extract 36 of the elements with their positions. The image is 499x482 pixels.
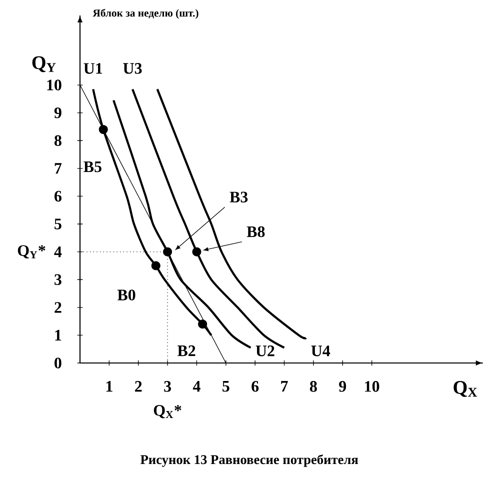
y-tick-label: 2: [54, 302, 62, 313]
ref-line-label: Q$_{Y}$*: [18, 245, 46, 258]
annotation: B3: [230, 192, 248, 202]
x-tick-label: 6: [252, 381, 259, 392]
annotation: B5: [84, 162, 102, 172]
ref-line-label: Q$_{X}$*: [154, 405, 182, 418]
text: Рисунок 13 Равновесие потребителя: [140, 454, 358, 467]
y-tick-label: 3: [54, 274, 62, 285]
y-tick-label: 0: [54, 358, 62, 368]
series-label: U2: [256, 346, 274, 356]
x-tick-label: 4: [192, 381, 200, 392]
x-tick-label: 2: [135, 381, 142, 392]
annotation: B8: [246, 226, 265, 238]
y-tick-label: 10: [47, 80, 62, 90]
y-tick-label: 8: [54, 135, 62, 146]
series-label: U1: [84, 63, 102, 74]
x-tick-label: 3: [164, 381, 171, 392]
y-tick-label: 7: [54, 163, 62, 174]
y-axis-title: Q$_{Y}$: [32, 56, 56, 72]
y-tick-label: 5: [54, 218, 62, 230]
annotation: Яблок за неделю (шт.): [92, 8, 198, 19]
x-tick-label: 10: [365, 381, 380, 392]
y-tick-label: 1: [55, 330, 62, 340]
x-tick-label: 1: [106, 381, 112, 392]
x-tick-label: 7: [281, 381, 288, 392]
annotation: B2: [177, 345, 196, 356]
x-axis-title: Q$_{X}$: [454, 381, 478, 397]
annotation: B0: [117, 290, 136, 300]
x-tick-label: 9: [339, 381, 346, 392]
x-tick-label: 5: [222, 381, 230, 392]
y-tick-label: 9: [54, 107, 62, 118]
series-label: U3: [123, 63, 142, 74]
x-tick-label: 8: [310, 381, 317, 392]
y-tick-label: 6: [54, 190, 62, 202]
y-tick-label: 4: [54, 246, 62, 258]
series-label: U4: [311, 346, 330, 356]
